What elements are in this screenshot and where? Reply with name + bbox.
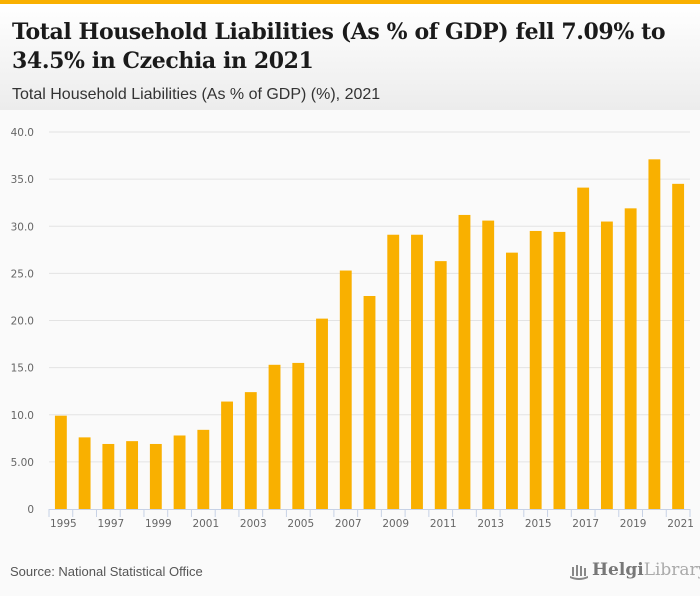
bar-2002[interactable] xyxy=(221,401,233,509)
x-tick-label: 2021 xyxy=(667,518,694,530)
bar-2012[interactable] xyxy=(458,214,471,509)
x-tick-label: 2019 xyxy=(620,518,647,530)
x-tick-label: 2011 xyxy=(430,518,457,530)
bar-2011[interactable] xyxy=(434,261,447,509)
helgi-library-logo: HelgiLibrary. xyxy=(570,560,700,580)
y-tick-label: 35.0 xyxy=(11,174,34,186)
x-tick-label: 2013 xyxy=(477,518,504,530)
bar-2003[interactable] xyxy=(244,392,257,509)
bar-2005[interactable] xyxy=(292,362,305,509)
bar-2020[interactable] xyxy=(648,159,661,509)
page-title: Total Household Liabilities (As % of GDP… xyxy=(12,19,666,74)
bar-2013[interactable] xyxy=(482,220,495,509)
bar-2007[interactable] xyxy=(339,270,352,509)
bar-2001[interactable] xyxy=(197,429,210,509)
x-tick-label: 2001 xyxy=(192,518,219,530)
bar-1999[interactable] xyxy=(149,443,162,509)
x-tick-label: 1997 xyxy=(97,518,124,530)
bar-2010[interactable] xyxy=(411,234,423,510)
source-note: Source: National Statistical Office xyxy=(10,564,203,579)
logo-text-library: Library. xyxy=(643,560,700,580)
bar-2015[interactable] xyxy=(529,230,542,509)
y-tick-label: 25.0 xyxy=(11,268,34,280)
y-tick-label: 20.0 xyxy=(11,316,34,328)
bar-1995[interactable] xyxy=(54,415,67,509)
x-tick-label: 2015 xyxy=(525,518,552,530)
y-tick-label: 10.0 xyxy=(11,410,34,422)
x-tick-label: 2003 xyxy=(240,518,267,530)
top-accent-bar xyxy=(0,0,700,4)
bar-2008[interactable] xyxy=(363,295,376,509)
bar-2009[interactable] xyxy=(387,234,400,510)
x-tick-label: 2007 xyxy=(335,518,362,530)
y-tick-label: 30.0 xyxy=(11,221,34,233)
x-tick-label: 1999 xyxy=(145,518,172,530)
y-tick-label: 40.0 xyxy=(11,127,34,139)
y-tick-label: 0 xyxy=(27,504,34,516)
bar-2004[interactable] xyxy=(268,364,281,509)
chart-subtitle: Total Household Liabilities (As % of GDP… xyxy=(12,86,381,103)
library-logo-icon xyxy=(570,565,588,580)
x-tick-label: 2009 xyxy=(382,518,409,530)
y-tick-label: 5.00 xyxy=(11,457,34,469)
y-tick-label: 15.0 xyxy=(11,363,34,375)
bar-2019[interactable] xyxy=(624,208,637,509)
bar-2018[interactable] xyxy=(600,221,613,509)
bar-2006[interactable] xyxy=(316,318,328,509)
x-tick-label: 2005 xyxy=(287,518,314,530)
bar-1996[interactable] xyxy=(78,437,91,509)
bar-chart: 0 5.00 10.0 15.0 20.0 25.0 30.0 35.0 40.0 1995 199… xyxy=(11,127,694,530)
bar-2014[interactable] xyxy=(506,252,518,509)
x-tick-label: 2017 xyxy=(572,518,599,530)
x-tick-label: 1995 xyxy=(50,518,77,530)
header: Total Household Liabilities (As % of GDP… xyxy=(0,4,700,110)
bar-2017[interactable] xyxy=(577,187,590,510)
bar-1997[interactable] xyxy=(102,443,115,509)
bar-1998[interactable] xyxy=(126,441,139,509)
bar-2021[interactable] xyxy=(672,183,685,509)
bar-2000[interactable] xyxy=(173,435,186,509)
logo-text-helgi: Helgi xyxy=(592,560,644,580)
bar-2016[interactable] xyxy=(553,231,566,509)
